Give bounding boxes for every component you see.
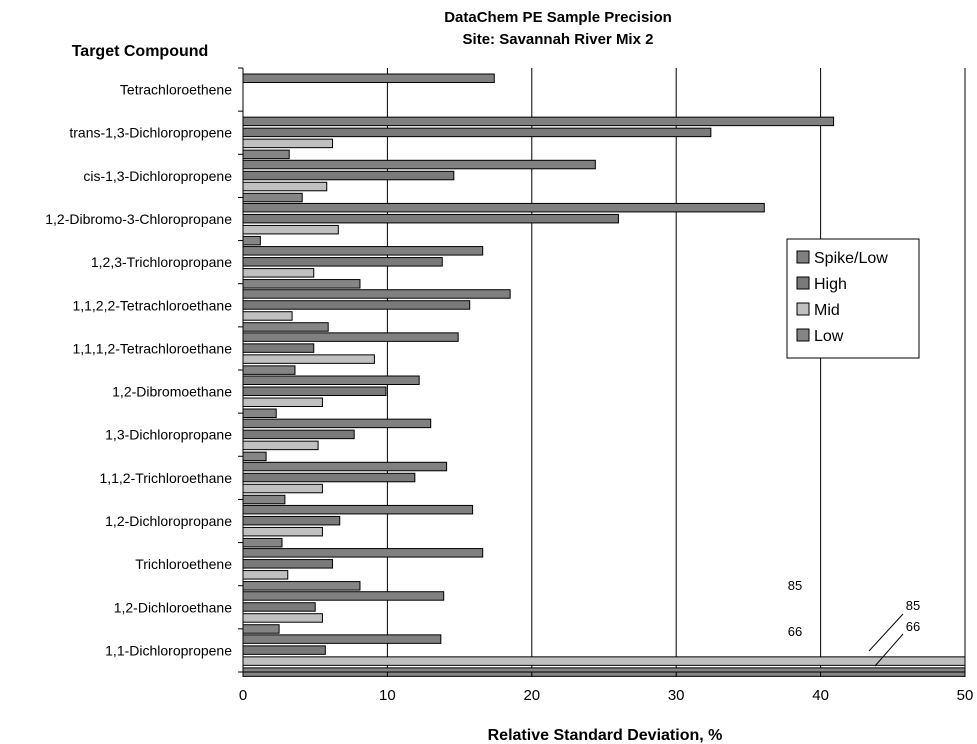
bar-high-12 — [242, 602, 316, 612]
bar-high-2 — [242, 170, 455, 181]
annotation-label: 66 — [906, 619, 920, 634]
bar-low-7 — [242, 408, 277, 418]
bar-high-7 — [242, 386, 387, 396]
category-label: 1,2-Dichloropropane — [105, 513, 232, 529]
bar-spike-low-10 — [242, 504, 474, 515]
annotation-label: 85 — [788, 578, 802, 593]
bar-spike-low-1 — [242, 116, 835, 127]
legend-label-spike-low: Spike/Low — [814, 250, 888, 267]
category-label: 1,3-Dichloropropane — [105, 427, 232, 443]
annotation-leader-85 — [868, 613, 904, 652]
bar-mid-5 — [242, 311, 293, 321]
category-label: 1,2,3-Trichloropropane — [91, 254, 232, 270]
legend-label-high: High — [814, 276, 847, 293]
bar-spike-low-0 — [242, 73, 495, 83]
bar-mid-4 — [242, 268, 315, 278]
bar-high-6 — [242, 343, 315, 353]
category-label: cis-1,3-Dichloropropene — [83, 168, 232, 184]
bar-mid-6 — [242, 354, 375, 364]
annotation-label: 66 — [788, 624, 802, 639]
bar-spike-low-7 — [242, 375, 420, 385]
bar-mid-8 — [242, 440, 319, 451]
legend-label-low: Low — [814, 328, 844, 345]
chart-subtitle: Site: Savannah River Mix 2 — [463, 31, 654, 48]
bar-low-1 — [242, 149, 290, 160]
bar-spike-low-11 — [242, 548, 484, 558]
bar-high-3 — [242, 213, 619, 224]
bar-mid-13 — [242, 656, 966, 666]
legend-label-mid: Mid — [814, 302, 840, 319]
category-label: 1,1,2-Trichloroethane — [99, 470, 232, 486]
bars — [242, 73, 966, 677]
bar-high-8 — [242, 429, 355, 440]
tick-labels: 0 10 20 30 40 50 — [239, 687, 974, 704]
bar-low-4 — [242, 279, 361, 289]
bar-high-1 — [242, 127, 712, 138]
bar-mid-12 — [242, 613, 323, 623]
bar-mid-10 — [242, 526, 323, 537]
bar-spike-low-8 — [242, 418, 432, 429]
bar-high-5 — [242, 300, 471, 310]
tick-label-x-10: 10 — [379, 687, 396, 704]
legend-swatch-high — [796, 276, 810, 290]
tick-label-x-50: 50 — [957, 687, 974, 704]
bar-high-11 — [242, 559, 334, 569]
tick-label-x-0: 0 — [239, 687, 247, 704]
chart-title: DataChem PE Sample Precision — [444, 9, 672, 26]
category-label: 1,1,1,2-Tetrachloroethane — [72, 340, 232, 356]
legend: Spike/Low High Mid Low — [786, 238, 920, 359]
bar-low-8 — [242, 451, 267, 462]
bar-spike-low-5 — [242, 289, 511, 299]
bar-spike-low-6 — [242, 332, 459, 342]
category-label: Trichloroethene — [135, 556, 232, 572]
bar-spike-low-2 — [242, 159, 596, 170]
tick-label-x-40: 40 — [812, 687, 829, 704]
bar-spike-low-12 — [242, 591, 445, 601]
bar-low-5 — [242, 322, 329, 332]
bar-low-9 — [242, 494, 286, 505]
tick-label-x-20: 20 — [523, 687, 540, 704]
bar-low-10 — [242, 537, 283, 548]
category-label: Tetrachloroethene — [120, 82, 232, 98]
category-labels: Tetrachloroethene trans-1,3-Dichloroprope… — [45, 82, 232, 659]
grid-lines — [386, 68, 966, 672]
bar-low-6 — [242, 365, 296, 375]
legend-swatch-low — [796, 328, 810, 342]
bar-spike-low-3 — [242, 202, 765, 213]
legend-swatch-spike-low — [796, 250, 810, 264]
bar-high-13 — [242, 645, 326, 655]
bar-high-9 — [242, 472, 416, 483]
category-label: 1,2-Dibromoethane — [112, 384, 232, 400]
bar-high-10 — [242, 515, 341, 526]
bar-mid-2 — [242, 181, 328, 192]
axes — [238, 67, 966, 677]
x-axis-title: Relative Standard Deviation, % — [488, 727, 723, 744]
bar-mid-3 — [242, 224, 339, 235]
y-axis-title: Target Compound — [72, 43, 209, 60]
bar-low-3 — [242, 235, 261, 246]
bar-mid-11 — [242, 570, 289, 580]
category-label: 1,1,2,2-Tetrachloroethane — [72, 297, 232, 313]
category-label: 1,1-Dichloropropene — [105, 642, 232, 658]
annotations: 85 66 85 66 — [788, 578, 920, 667]
bar-mid-1 — [242, 138, 334, 149]
tick-label-x-30: 30 — [668, 687, 685, 704]
category-label: 1,2-Dichloroethane — [114, 599, 233, 615]
bar-mid-9 — [242, 483, 323, 494]
bar-spike-low-9 — [242, 461, 448, 472]
bar-spike-low-13 — [242, 634, 442, 644]
bar-spike-low-4 — [242, 246, 484, 256]
bar-low-2 — [242, 192, 303, 203]
annotation-leader-66 — [874, 633, 904, 667]
bar-low-11 — [242, 581, 361, 591]
category-label: 1,2-Dibromo-3-Chloropropane — [45, 211, 232, 227]
annotation-label: 85 — [906, 598, 920, 613]
bar-high-4 — [242, 257, 443, 267]
bar-mid-7 — [242, 397, 323, 407]
bar-low-12 — [242, 624, 280, 634]
category-label: trans-1,3-Dichloropropene — [69, 125, 232, 141]
legend-swatch-mid — [796, 302, 810, 316]
